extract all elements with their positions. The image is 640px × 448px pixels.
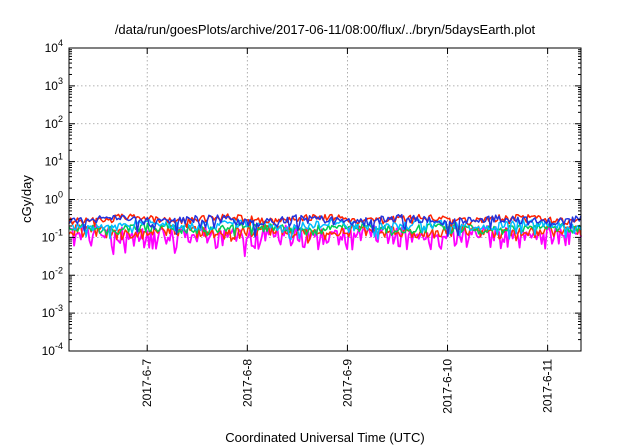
chart-title: /data/run/goesPlots/archive/2017-06-11/0…	[115, 22, 536, 37]
x-tick-label: 2017-6-7	[140, 359, 154, 407]
series-line	[68, 218, 582, 241]
x-axis: 2017-6-7 2017-6-8 2017-6-9 2017-6-10 2017-6-…	[140, 48, 555, 414]
y-tick-label: 103	[45, 76, 63, 93]
y-tick-label: 102	[45, 114, 63, 131]
y-tick-label: 10-3	[42, 303, 63, 320]
y-tick-label: 10-1	[42, 227, 63, 244]
grid	[69, 48, 581, 351]
y-tick-label: 10-2	[42, 265, 63, 282]
series-layer	[68, 213, 582, 258]
series-line	[68, 213, 582, 238]
y-axis: 10-4 10-3 10-2 10-1 100 101 102 103 104	[42, 38, 581, 358]
y-tick-label: 101	[45, 152, 63, 169]
series-line	[68, 213, 582, 229]
x-tick-label: 2017-6-9	[340, 359, 354, 407]
x-tick-label: 2017-6-10	[441, 359, 455, 414]
y-tick-label: 104	[45, 38, 63, 55]
x-tick-label: 2017-6-11	[541, 359, 555, 413]
y-tick-label: 10-4	[42, 341, 63, 358]
x-tick-label: 2017-6-8	[240, 359, 254, 407]
x-axis-label: Coordinated Universal Time (UTC)	[225, 430, 424, 445]
y-axis-label: cGy/day	[19, 175, 34, 223]
y-tick-label: 100	[45, 190, 63, 207]
